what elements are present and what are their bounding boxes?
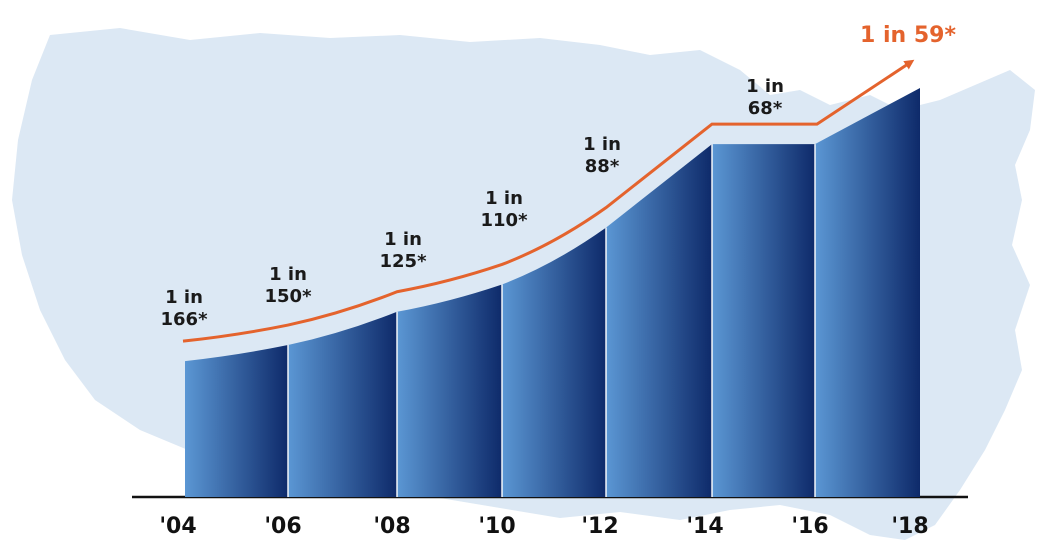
bar-segment bbox=[606, 144, 712, 497]
data-label: 1 in 68* bbox=[746, 76, 784, 119]
data-label: 1 in 88* bbox=[583, 134, 621, 177]
x-tick-label: '16 bbox=[791, 514, 828, 539]
bar-segment bbox=[397, 284, 502, 497]
data-label: 1 in 150* bbox=[265, 264, 313, 307]
x-tick-label: '18 bbox=[891, 514, 928, 539]
bar-segment bbox=[502, 227, 606, 497]
labels-layer: 1 in 166* 1 in 150* 1 in 125* 1 in 110* 1 in 88* 1… bbox=[161, 23, 957, 330]
ticks-layer: '04 '06 '08 '10 '12 '14 '16 '18 bbox=[159, 514, 928, 539]
trend-line bbox=[182, 59, 915, 343]
x-tick-label: '06 bbox=[264, 514, 301, 539]
data-label: 1 in 125* bbox=[380, 229, 428, 272]
bar-segment bbox=[185, 345, 288, 497]
x-tick-label: '12 bbox=[581, 514, 618, 539]
data-label: 1 in 110* bbox=[481, 188, 529, 231]
x-tick-label: '08 bbox=[373, 514, 410, 539]
bar-segment bbox=[712, 144, 815, 497]
bar-segment bbox=[288, 311, 397, 497]
bars-layer bbox=[185, 88, 920, 497]
data-label: 1 in 166* bbox=[161, 287, 209, 330]
highlight-label: 1 in 59* bbox=[860, 23, 956, 48]
trend-layer bbox=[182, 59, 915, 343]
x-tick-label: '14 bbox=[686, 514, 723, 539]
bar-segment bbox=[815, 88, 920, 497]
x-tick-label: '10 bbox=[478, 514, 515, 539]
x-tick-label: '04 bbox=[159, 514, 196, 539]
